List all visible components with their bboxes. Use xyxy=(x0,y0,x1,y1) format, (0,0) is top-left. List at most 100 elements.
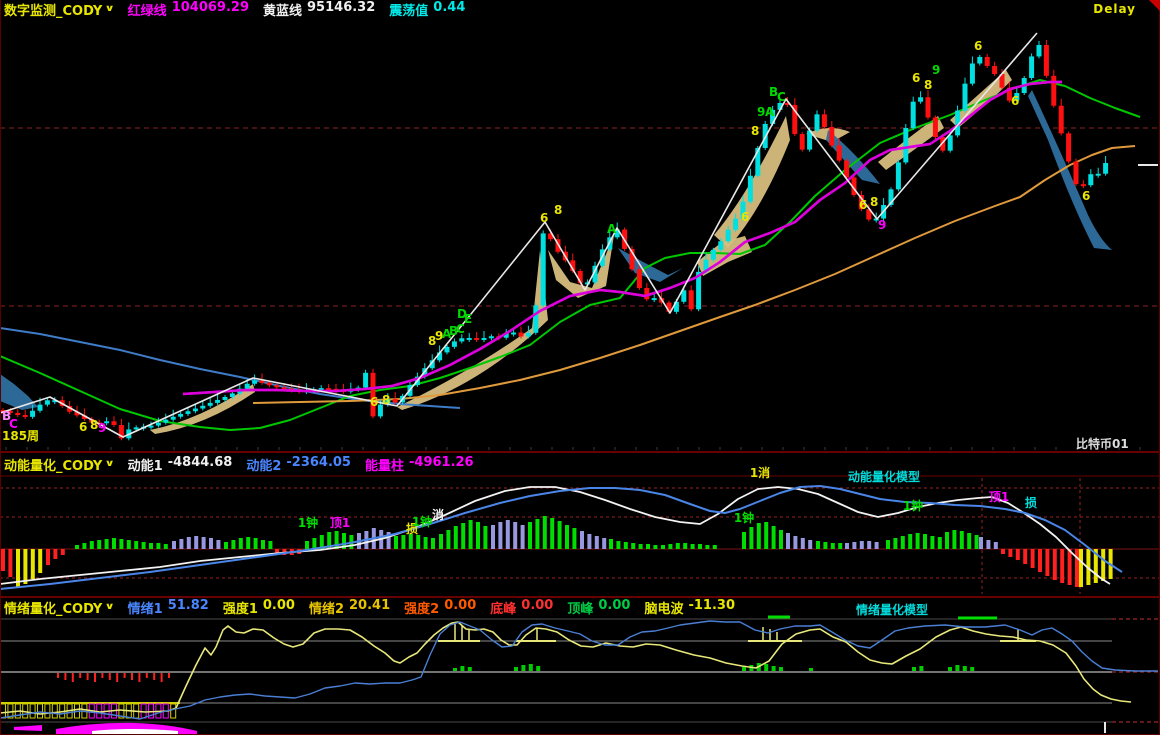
momentum-bar xyxy=(453,526,458,549)
momentum-bar xyxy=(1030,549,1035,568)
momentum-bar xyxy=(594,536,599,549)
momentum-bar xyxy=(498,522,503,549)
candle xyxy=(1043,45,1049,76)
pivot-label: 6 xyxy=(79,420,87,434)
candle xyxy=(266,382,272,386)
pivot-label: 6 xyxy=(741,210,749,224)
sentiment-green-bar xyxy=(460,666,465,671)
candle xyxy=(30,410,36,417)
candle xyxy=(437,352,443,361)
momentum-bar xyxy=(30,549,35,579)
dropdown-arrow-icon[interactable]: ∨ xyxy=(104,602,116,612)
momentum-bar xyxy=(974,535,979,549)
momentum-bar xyxy=(580,531,584,549)
momentum-bar xyxy=(275,549,279,553)
momentum-bar xyxy=(1075,549,1079,587)
candle xyxy=(148,425,154,428)
field-label: 强度1 xyxy=(222,601,258,617)
candle xyxy=(118,425,124,439)
field-value: 51.82 xyxy=(167,597,209,613)
signal-label: 1钟 xyxy=(298,515,318,530)
momentum-bar xyxy=(89,541,94,549)
momentum-bar xyxy=(838,543,843,549)
momentum-bar xyxy=(698,544,702,549)
momentum-bar xyxy=(908,534,913,549)
pivot-label: 9 xyxy=(435,329,443,343)
candle xyxy=(999,74,1005,88)
momentum-bar xyxy=(867,541,872,549)
sentiment-green-bar xyxy=(948,667,952,671)
dropdown-arrow-icon[interactable]: ∨ xyxy=(104,4,116,14)
pivot-label: 6 xyxy=(974,39,982,53)
candle xyxy=(200,405,206,409)
candle xyxy=(636,269,642,288)
momentum-bar xyxy=(602,538,607,549)
momentum-bar xyxy=(1038,549,1042,572)
indicator-field: 动能2 -2364.05 xyxy=(246,455,351,474)
candle xyxy=(363,372,369,388)
candle xyxy=(15,412,21,415)
indicator-header: 情绪量化_CODY ∨ 情绪1 51.82 强度1 0.00 情绪2 20.41 强度2 0.00… xyxy=(4,597,735,617)
candle xyxy=(1051,75,1057,106)
candle xyxy=(111,421,117,425)
candle xyxy=(370,372,376,417)
field-value: -4961.26 xyxy=(409,454,474,470)
momentum-bar xyxy=(1015,549,1020,560)
ma-cloud xyxy=(878,116,944,170)
candle xyxy=(962,83,968,111)
candle xyxy=(178,413,184,417)
indicator-title[interactable]: 动能量化_CODY ∨ xyxy=(4,455,116,474)
momentum-bar xyxy=(201,537,206,549)
candle xyxy=(326,388,332,391)
momentum-bar xyxy=(23,549,28,584)
field-label: 情绪1 xyxy=(127,601,163,617)
momentum-bar xyxy=(334,531,339,549)
momentum-bar xyxy=(186,537,191,549)
candle xyxy=(1103,163,1109,174)
sentiment-green-bar xyxy=(962,666,967,671)
dropdown-arrow-icon[interactable]: ∨ xyxy=(104,459,116,469)
candle xyxy=(614,229,620,238)
ma-blue xyxy=(0,327,461,409)
momentum-bar xyxy=(342,533,346,549)
candle xyxy=(377,404,383,417)
field-label: 红绿线 xyxy=(127,3,167,19)
momentum-bar xyxy=(476,522,480,549)
candle xyxy=(1066,133,1072,162)
momentum-bar xyxy=(959,531,964,549)
candle xyxy=(44,400,50,405)
indicator-title[interactable]: 情绪量化_CODY ∨ xyxy=(4,598,116,617)
candle xyxy=(22,414,28,417)
field-label: 强度2 xyxy=(404,601,440,617)
momentum-bar xyxy=(312,538,317,549)
momentum-bar xyxy=(104,539,109,549)
momentum-bar xyxy=(967,533,972,549)
momentum-bar xyxy=(461,523,466,549)
candle xyxy=(185,411,191,414)
momentum-bar xyxy=(1060,549,1065,583)
momentum-bar xyxy=(1093,549,1098,583)
momentum-bar xyxy=(408,534,413,549)
indicator-title[interactable]: 数字监测_CODY ∨ xyxy=(4,0,116,19)
momentum-bar xyxy=(675,543,680,549)
bottom-blob xyxy=(14,725,42,731)
candle xyxy=(133,427,139,430)
sentiment-hollow-bar xyxy=(29,703,36,719)
momentum-bar xyxy=(550,518,555,549)
ma-orange xyxy=(252,145,1136,404)
sentiment-green-bar xyxy=(528,664,533,671)
candle xyxy=(910,101,916,128)
candle xyxy=(873,218,879,221)
sentiment-green-bar xyxy=(453,668,457,671)
momentum-bar xyxy=(46,549,50,565)
pivot-label: 6 xyxy=(370,395,378,409)
signal-label: 顶1 xyxy=(330,516,350,530)
field-label: 顶峰 xyxy=(567,601,594,617)
candle xyxy=(318,388,324,391)
candle xyxy=(1006,87,1012,101)
indicator-field: 顶峰 0.00 xyxy=(567,598,630,617)
field-label: 情绪2 xyxy=(308,601,345,617)
momentum-bar xyxy=(937,537,942,549)
candle xyxy=(274,385,280,388)
